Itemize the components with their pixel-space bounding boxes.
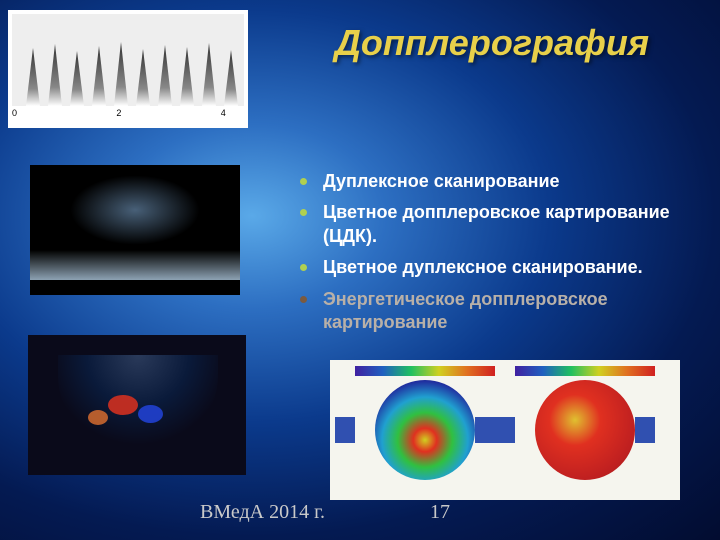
bmode-ultrasound-figure xyxy=(30,165,240,295)
map-tab xyxy=(335,417,355,443)
spectral-peak xyxy=(26,48,40,106)
ultrasound-echo xyxy=(70,175,200,245)
xtick: 0 xyxy=(12,108,17,118)
bullet-icon xyxy=(300,209,307,216)
spectral-plot-area xyxy=(12,14,244,106)
list-text: Цветное дуплексное сканирование. xyxy=(323,256,643,279)
spectral-peak xyxy=(180,47,194,106)
colorbar xyxy=(515,366,655,376)
list-text: Дуплексное сканирование xyxy=(323,170,560,193)
spectral-peak xyxy=(114,42,128,106)
bullet-icon xyxy=(300,296,307,303)
spectral-peak xyxy=(48,44,62,106)
list-item: Дуплексное сканирование xyxy=(300,170,700,193)
flow-red xyxy=(108,395,138,415)
list-text: Энергетическое допплеровское картировани… xyxy=(323,288,700,335)
list-item: Энергетическое допплеровское картировани… xyxy=(300,288,700,335)
bullet-list: Дуплексное сканирование Цветное допплеро… xyxy=(300,170,700,342)
spectral-peak xyxy=(158,45,172,106)
map-tab xyxy=(475,417,495,443)
xtick: 2 xyxy=(116,108,121,118)
spectral-peak xyxy=(224,50,238,106)
spectral-peak xyxy=(92,46,106,106)
brain-map-left xyxy=(355,380,495,480)
sector-scan xyxy=(58,355,218,455)
list-item: Цветное дуплексное сканирование. xyxy=(300,256,700,279)
bullet-icon xyxy=(300,178,307,185)
bullet-icon xyxy=(300,264,307,271)
color-doppler-figure xyxy=(28,335,246,475)
footer-source: ВМедА 2014 г. xyxy=(200,501,325,524)
colorbar xyxy=(355,366,495,376)
spectral-doppler-figure: 8 МГц 0 2 4 xyxy=(8,10,248,128)
spectral-peak xyxy=(70,51,84,106)
flow-blue xyxy=(138,405,163,423)
spectral-x-axis: 0 2 4 xyxy=(12,108,244,124)
xtick: 4 xyxy=(221,108,226,118)
list-item: Цветное допплеровское картирование (ЦДК)… xyxy=(300,201,700,248)
page-number: 17 xyxy=(430,501,450,524)
map-tab xyxy=(635,417,655,443)
map-tab xyxy=(495,417,515,443)
slide-title: Допплерография xyxy=(292,22,692,64)
power-doppler-maps xyxy=(330,360,680,500)
spectral-peak xyxy=(202,43,216,106)
flow-orange xyxy=(88,410,108,425)
spectral-peak xyxy=(136,49,150,106)
ultrasound-baseline xyxy=(30,250,240,280)
list-text: Цветное допплеровское картирование (ЦДК)… xyxy=(323,201,700,248)
brain-map-right xyxy=(515,380,655,480)
